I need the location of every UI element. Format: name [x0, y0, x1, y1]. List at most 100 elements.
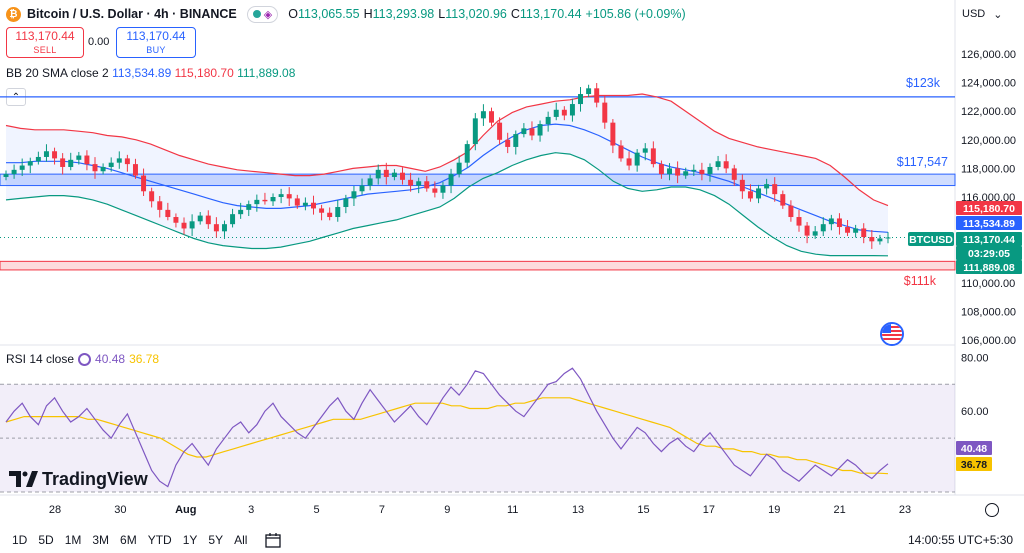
us-flag-icon[interactable]	[880, 322, 904, 346]
symbol-badge-bg	[908, 232, 954, 246]
timeframe-1d[interactable]: 1D	[12, 533, 28, 547]
sell-button[interactable]: 113,170.44 SELL	[6, 27, 84, 58]
candle-body	[92, 164, 98, 172]
rsi-badge-bg	[956, 457, 992, 471]
timeframe-3m[interactable]: 3M	[92, 533, 110, 547]
time-tick-label: 5	[313, 504, 319, 516]
candles	[3, 83, 891, 249]
candle-body	[359, 185, 365, 192]
candle-body	[311, 202, 316, 209]
rsi-badge-bg	[956, 441, 992, 455]
candle-body	[221, 224, 227, 232]
symbol-badge-text: BTCUSD	[909, 234, 953, 246]
candle-body	[529, 128, 535, 136]
candle-body	[262, 199, 268, 202]
candle-body	[60, 158, 66, 167]
buy-label: BUY	[146, 45, 166, 55]
candle-body	[424, 181, 430, 189]
candle-body	[804, 225, 810, 236]
bb-label: BB 20 SMA close 2	[6, 66, 109, 80]
candle-body	[836, 218, 842, 228]
axes: 126,000.00 124,000.00 122,000.00 120,000.00…	[49, 49, 1016, 516]
candle-body	[367, 178, 373, 186]
candle-body	[691, 169, 697, 172]
ohlc-close: C113,170.44	[510, 7, 582, 21]
symbol-title[interactable]: Bitcoin / U.S. Dollar · 4h · BINANCE	[27, 7, 237, 21]
rsi-value: 40.48	[95, 352, 126, 366]
candle-body	[513, 134, 519, 147]
timeframe-5d[interactable]: 5D	[38, 533, 54, 547]
timeframe-5y[interactable]: 5Y	[208, 533, 224, 547]
clock[interactable]: 14:00:55 UTC+5:30	[908, 533, 1014, 547]
candle-body	[132, 164, 138, 176]
price-badge-bg	[956, 260, 1022, 274]
timeframe-all[interactable]: All	[234, 533, 248, 547]
candle-body	[464, 144, 470, 163]
time-tick-label: 7	[379, 504, 385, 516]
bb-upper-value: 115,180.70	[174, 66, 234, 80]
rsi-pane	[0, 367, 955, 493]
tv-logo-slash	[26, 471, 38, 487]
candle-body	[489, 111, 494, 123]
candle-body	[715, 161, 721, 167]
candle-body	[124, 158, 130, 165]
tv-logo-dot	[22, 471, 28, 477]
price-badge-bg	[956, 246, 1022, 260]
rsi-tick-label: 60.00	[961, 406, 989, 418]
timeframe-6m[interactable]: 6M	[120, 533, 137, 547]
candle-body	[157, 201, 163, 210]
candle-body	[254, 199, 260, 205]
bb-upper-line	[5, 93, 889, 207]
candle-body	[351, 191, 357, 199]
candle-body	[521, 128, 527, 135]
candle-body	[602, 102, 608, 123]
share-icon[interactable]: ◈	[263, 8, 273, 21]
candle-body	[230, 214, 236, 225]
candle-body	[812, 231, 818, 236]
spread-value: 0.00	[88, 36, 110, 48]
price-tick-label: 108,000.00	[961, 306, 1016, 318]
buy-button[interactable]: 113,170.44 BUY	[116, 27, 196, 58]
annotation-117k: $117,547	[897, 155, 948, 169]
candle-body	[108, 162, 114, 167]
buy-price: 113,170.44	[126, 29, 186, 43]
chevron-down-icon: ⌄	[993, 8, 1003, 21]
candle-body	[764, 184, 770, 189]
calendar-range-icon[interactable]	[265, 532, 283, 548]
candle-body	[383, 169, 389, 177]
candle-body	[448, 174, 454, 186]
timeframe-1m[interactable]: 1M	[64, 533, 82, 547]
candle-body	[327, 212, 333, 218]
market-status-group[interactable]: ◈	[246, 5, 279, 23]
candle-body	[861, 228, 867, 238]
candle-body	[569, 104, 575, 116]
axis-badges: 115,180.70 113,534.89 113,170.44 03:29:05 11…	[908, 201, 1022, 471]
timeframe-ytd[interactable]: YTD	[147, 533, 172, 547]
time-tick-label: 13	[572, 504, 584, 516]
price-tick-label: 124,000.00	[961, 78, 1016, 90]
currency-select[interactable]: USD ⌄	[958, 4, 1020, 24]
ohlc-open: O113,065.55	[288, 7, 360, 21]
candle-body	[505, 139, 511, 147]
gear-icon[interactable]	[985, 503, 999, 517]
candle-body	[3, 174, 9, 177]
ohlc-low: L113,020.96	[438, 7, 507, 21]
candle-body	[658, 164, 664, 175]
candle-body	[270, 197, 276, 202]
candle-body	[772, 184, 778, 195]
annotation-111k: $111k	[904, 274, 937, 288]
time-tick-label: 17	[703, 504, 715, 516]
candle-body	[618, 145, 624, 159]
candle-body	[828, 218, 834, 225]
time-tick-label: Aug	[175, 504, 196, 516]
timeframe-1y[interactable]: 1Y	[182, 533, 198, 547]
time-tick-label: 21	[833, 504, 845, 516]
annotation-123k: $123k	[906, 76, 941, 90]
candle-body	[400, 172, 405, 180]
candle-body	[707, 166, 713, 175]
bb-indicator-legend[interactable]: BB 20 SMA close 2 113,534.89 115,180.70 …	[6, 66, 295, 80]
rsi-indicator-legend[interactable]: RSI 14 close 40.48 36.78	[6, 352, 159, 366]
rsi-line	[5, 367, 889, 488]
candle-body	[675, 168, 681, 176]
